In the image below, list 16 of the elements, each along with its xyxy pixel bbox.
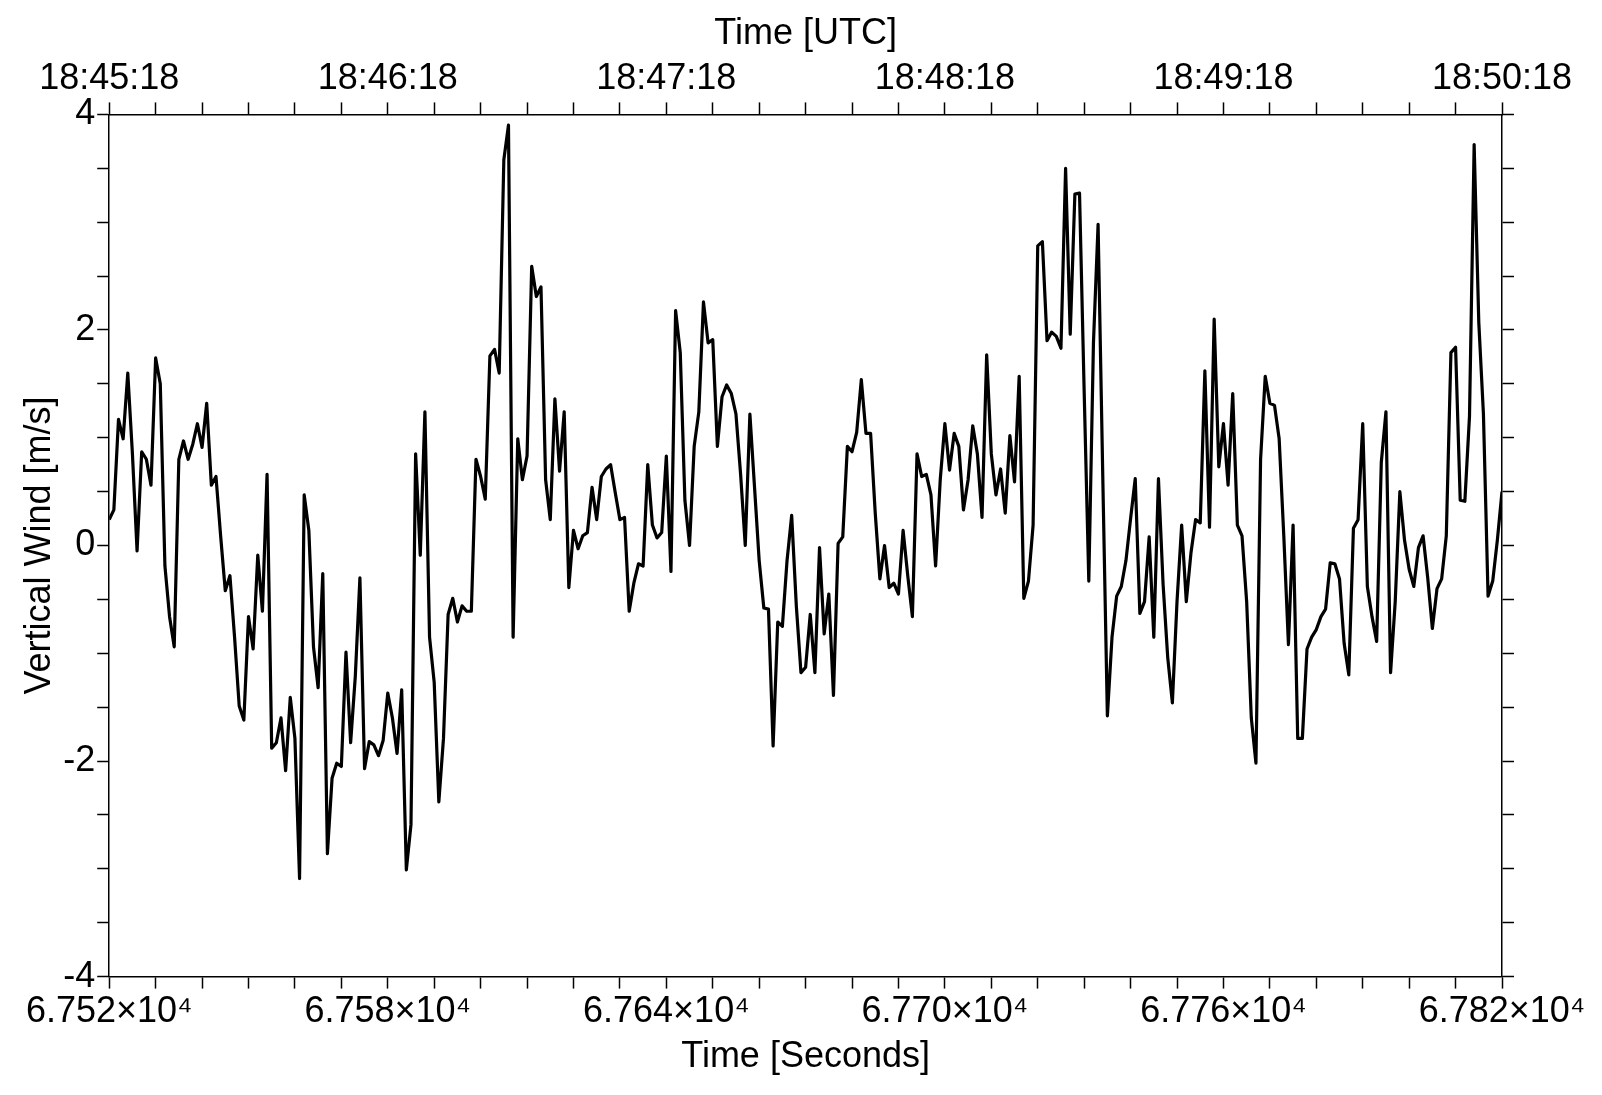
x2-tick-label: 18:47:18 — [596, 55, 737, 97]
x2-tick-label: 18:49:18 — [1153, 55, 1294, 97]
x2-axis-title: Time [UTC] — [714, 10, 897, 52]
x2-tick-label: 18:48:18 — [874, 55, 1015, 97]
y-tick-label: 2 — [75, 306, 96, 348]
x-tick-label: 6.782×10⁴ — [1418, 989, 1586, 1031]
y-axis-title: Vertical Wind [m/s] — [16, 396, 58, 695]
x2-tick-label: 18:50:18 — [1431, 55, 1573, 97]
x2-tick-label: 18:46:18 — [317, 55, 458, 97]
y-tick-label: -2 — [63, 737, 96, 779]
x-tick-label: 6.764×10⁴ — [583, 989, 750, 1031]
y-tick-label: 0 — [75, 522, 96, 564]
x-tick-label: 6.758×10⁴ — [304, 989, 472, 1031]
x-axis-title: Time [Seconds] — [681, 1034, 930, 1076]
x-tick-label: 6.776×10⁴ — [1140, 989, 1307, 1031]
x-tick-label: 6.770×10⁴ — [861, 989, 1029, 1031]
